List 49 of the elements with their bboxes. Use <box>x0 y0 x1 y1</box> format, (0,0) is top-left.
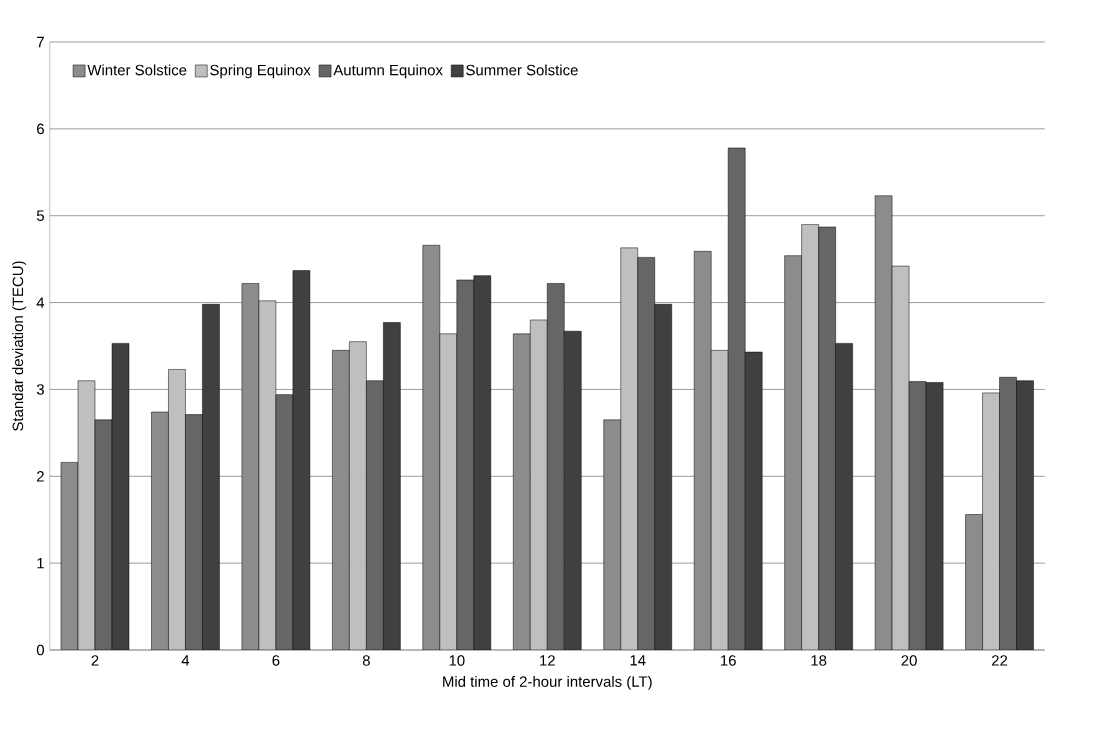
legend-label: Autumn Equinox <box>333 64 443 79</box>
bar <box>151 411 169 650</box>
bar <box>603 419 621 650</box>
y-tick-label: 0 <box>36 644 44 656</box>
bar <box>349 341 367 650</box>
y-tick-label: 5 <box>36 210 44 221</box>
x-axis-title: Mid time of 2-hour intervals (LT) <box>443 675 652 690</box>
x-tick-label: 22 <box>991 655 1008 666</box>
bar <box>801 224 819 650</box>
bar <box>439 333 458 650</box>
bar <box>1016 380 1034 650</box>
bar <box>530 319 548 650</box>
y-tick-label: 7 <box>37 36 44 48</box>
bar <box>513 333 531 650</box>
x-tick-label: 12 <box>540 655 555 666</box>
y-tick-label: 4 <box>36 297 45 308</box>
y-tick-label: 6 <box>37 123 44 135</box>
x-tick-label: 20 <box>901 655 917 666</box>
x-tick-label: 4 <box>181 655 190 666</box>
bar <box>564 330 582 650</box>
bar <box>422 244 441 650</box>
bar <box>202 304 220 650</box>
x-tick-label: 16 <box>721 655 736 666</box>
legend-label: Spring Equinox <box>210 64 311 79</box>
bar <box>168 369 186 650</box>
bar <box>965 514 983 650</box>
bar <box>982 392 1000 650</box>
bar <box>473 275 492 650</box>
x-tick-label: 6 <box>272 655 280 666</box>
x-tick-label: 2 <box>91 655 99 666</box>
y-tick-label: 1 <box>37 558 44 569</box>
bar <box>710 350 729 650</box>
x-tick-label: 10 <box>449 655 465 666</box>
y-tick-label: 3 <box>36 384 44 395</box>
bar <box>784 255 802 650</box>
legend-label: Summer Solstice <box>466 64 578 76</box>
bar <box>654 304 672 650</box>
bar <box>693 251 712 650</box>
x-tick-label: 18 <box>811 655 827 666</box>
bar <box>332 350 350 650</box>
bar <box>620 247 638 650</box>
x-tick-label: 8 <box>362 655 370 666</box>
bar <box>744 351 763 650</box>
y-axis-title: Standar deviation (TECU) <box>12 261 27 431</box>
x-tick-label: 14 <box>630 655 646 666</box>
bar <box>835 343 853 650</box>
bar <box>383 322 401 650</box>
y-tick-label: 2 <box>37 471 44 482</box>
legend-label: Winter Solstice <box>87 64 187 76</box>
